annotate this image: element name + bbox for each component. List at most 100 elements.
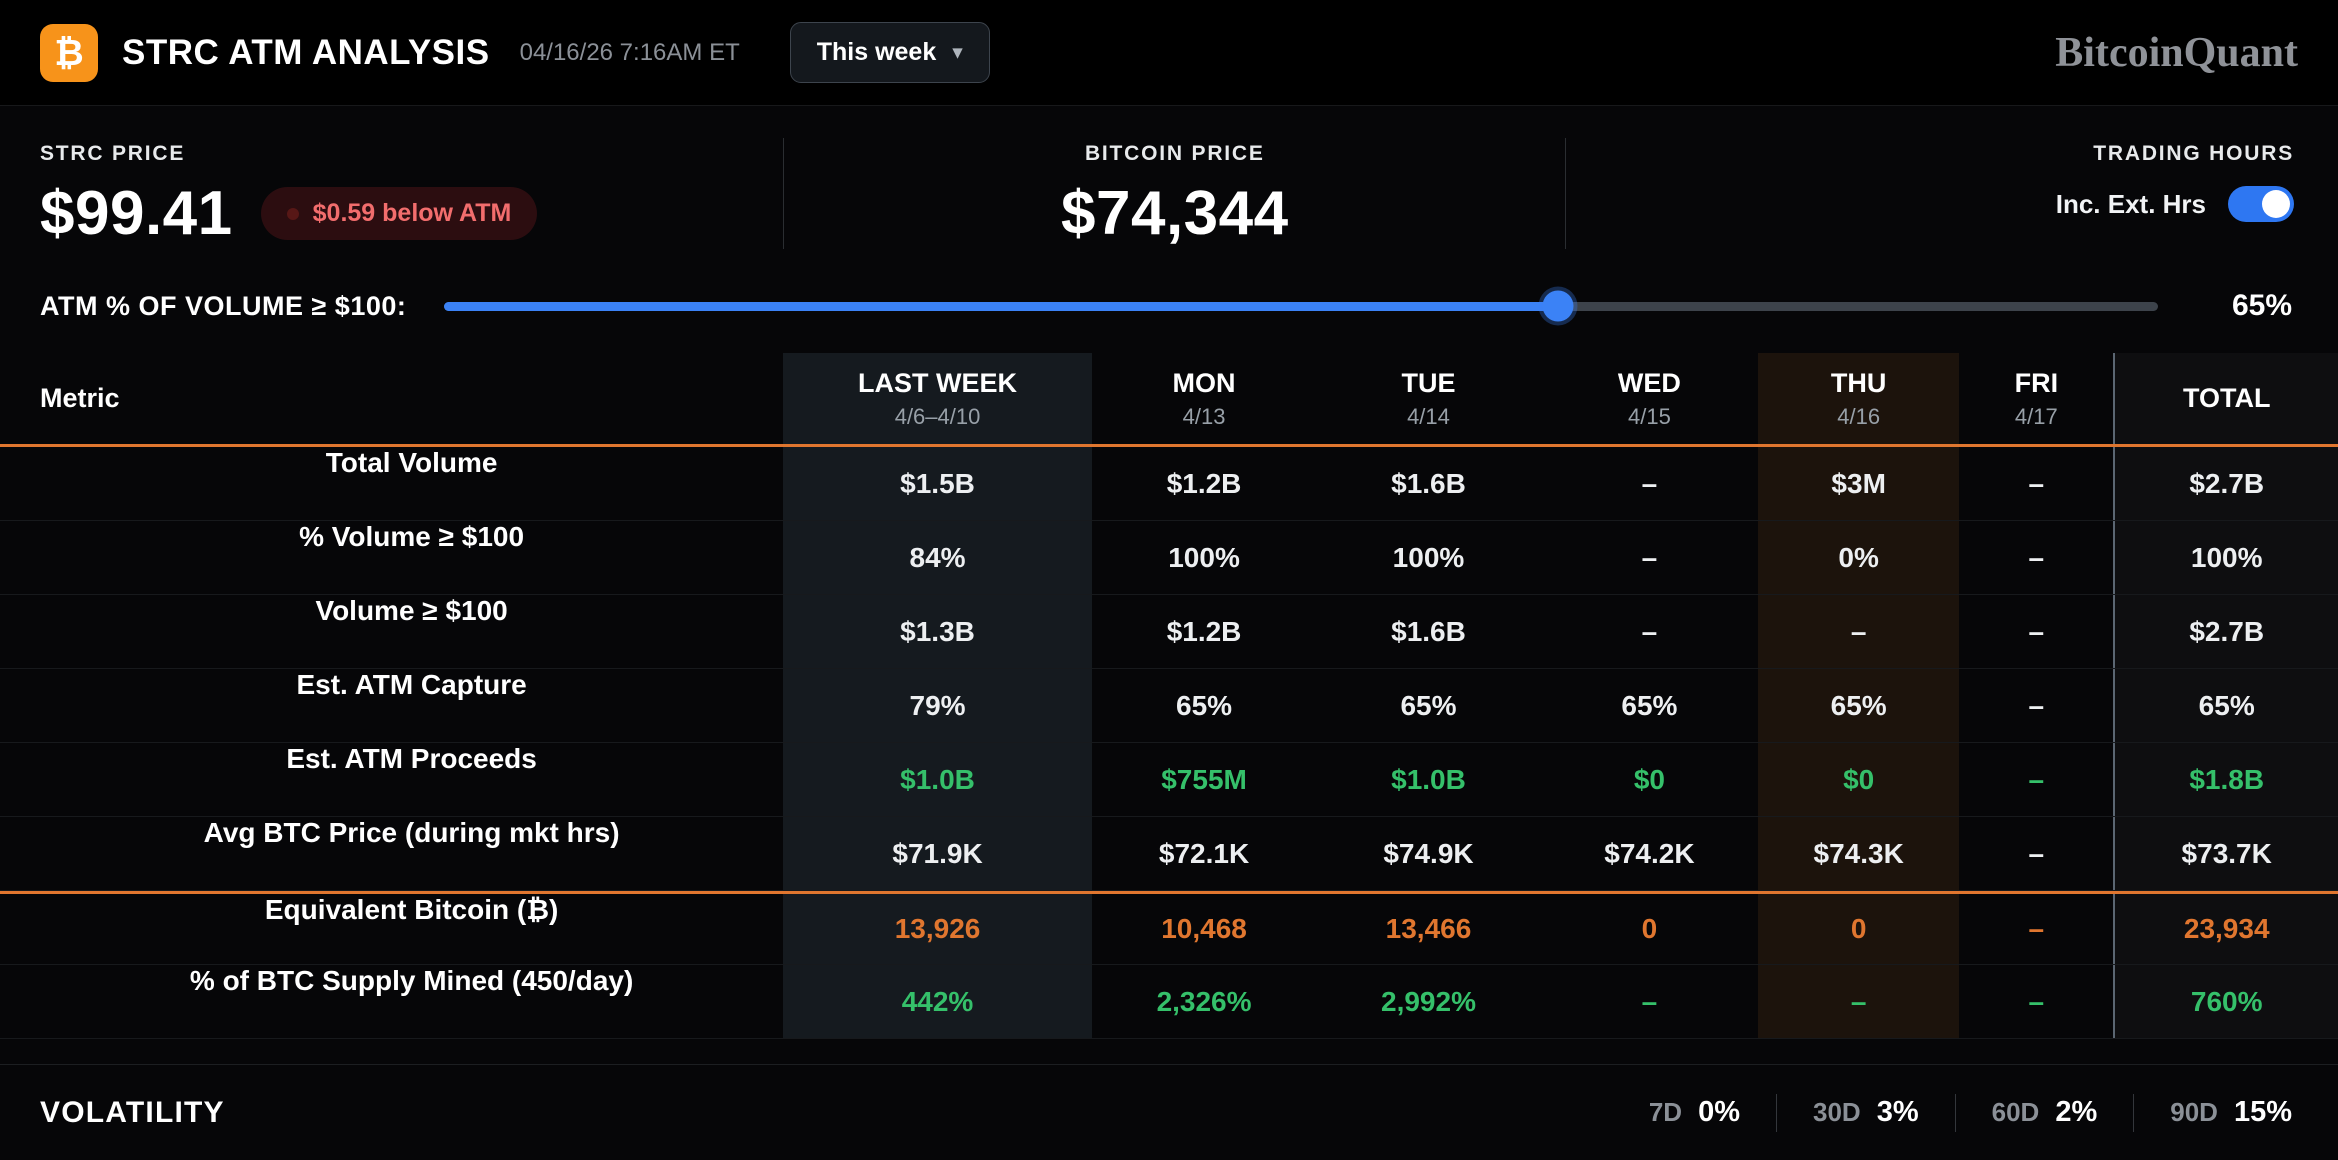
column-header: THU 4/16	[1758, 353, 1960, 444]
table-cell: –	[2028, 837, 2045, 869]
table-row: Total Volume $1.5B $1.2B $1.6B – $3M – $2.7B	[0, 447, 2338, 521]
top-bar: ₿ STRC ATM ANALYSIS 04/16/26 7:16AM ET T…	[0, 0, 2338, 106]
table-cell: $1.8B	[2113, 743, 2337, 816]
column-header-label: TUE	[1401, 367, 1456, 398]
column-header-label: FRI	[2014, 367, 2059, 398]
table-cell: 13,926	[783, 894, 1092, 964]
table-cell: $2.7B	[2113, 447, 2337, 520]
table-row: Est. ATM Capture 79% 65% 65% 65% 65% – 65%	[0, 669, 2338, 743]
volatility-item: 60D 2%	[1956, 1096, 2134, 1129]
period-selector-dropdown[interactable]: This week ▾	[789, 22, 990, 83]
table-cell: 2,326%	[1156, 985, 1252, 1017]
bitcoin-price-value: $74,344	[1061, 179, 1289, 248]
volatility-bar: VOLATILITY 7D 0% 30D 3% 60D 2% 90D 15%	[0, 1064, 2338, 1160]
column-header-dates: 4/15	[1628, 403, 1671, 429]
table-cell: $1.5B	[783, 447, 1092, 520]
metric-label: Total Volume	[325, 447, 498, 478]
table-cell: $1.2B	[1166, 615, 1242, 647]
table-cell: 0%	[1758, 521, 1960, 594]
below-atm-badge-text: $0.59 below ATM	[312, 199, 512, 227]
table-row: Est. ATM Proceeds $1.0B $755M $1.0B $0 $0 – $1.…	[0, 743, 2338, 817]
table-cell: 0	[1641, 913, 1658, 944]
column-header-label: WED	[1617, 367, 1681, 398]
table-cell: $755M	[1161, 763, 1247, 795]
column-header: LAST WEEK 4/6–4/10	[783, 353, 1092, 444]
table-cell: –	[2028, 689, 2045, 721]
table-cell: –	[1641, 615, 1658, 647]
volatility-item: 7D 0%	[1613, 1096, 1776, 1129]
chevron-down-icon: ▾	[952, 41, 963, 64]
table-cell: $74.9K	[1383, 837, 1474, 869]
ext-hours-toggle[interactable]	[2228, 186, 2294, 222]
strc-price-section: STRC PRICE $99.41 $0.59 below ATM	[0, 138, 783, 249]
table-cell: –	[1641, 541, 1658, 573]
metric-label: Avg BTC Price (during mkt hrs)	[203, 817, 620, 848]
volatility-value: 15%	[2233, 1096, 2292, 1128]
atm-volume-slider-value: 65%	[2231, 289, 2292, 322]
table-cell: 0	[1758, 894, 1960, 964]
column-header-label: THU	[1830, 367, 1887, 398]
bitcoin-price-section: BITCOIN PRICE $74,344	[783, 138, 1567, 249]
table-cell: 13,466	[1385, 913, 1472, 944]
brand-logo: BitcoinQuant	[2055, 29, 2298, 76]
column-header: MON 4/13	[1092, 353, 1316, 444]
table-row: Avg BTC Price (during mkt hrs) $71.9K $72.…	[0, 817, 2338, 891]
table-cell: 2,992%	[1381, 985, 1476, 1017]
table-row: Equivalent Bitcoin (₿) 13,926 10,468 13,466…	[0, 891, 2338, 965]
column-header-metric: Metric	[0, 353, 783, 444]
table-row: % Volume ≥ $100 84% 100% 100% – 0% – 100%	[0, 521, 2338, 595]
table-cell: –	[1758, 965, 1960, 1038]
divider	[2133, 1093, 2135, 1132]
table-row: % of BTC Supply Mined (450/day) 442% 2,326…	[0, 965, 2338, 1039]
volatility-label: VOLATILITY	[40, 1095, 225, 1129]
column-header-label: LAST WEEK	[858, 367, 1018, 398]
metrics-table: Metric LAST WEEK 4/6–4/10 MON 4/13 TUE 4/14 WED…	[0, 353, 2338, 1039]
bitcoin-price-label: BITCOIN PRICE	[1084, 142, 1265, 165]
volatility-period: 60D	[1991, 1097, 2040, 1127]
table-cell: $71.9K	[783, 817, 1092, 890]
table-cell: –	[2028, 467, 2045, 499]
table-cell: –	[1641, 985, 1658, 1017]
metric-label: Equivalent Bitcoin (₿)	[264, 894, 559, 925]
column-header-dates: 4/14	[1407, 403, 1450, 429]
table-cell: 65%	[1176, 689, 1233, 721]
table-cell: 84%	[783, 521, 1092, 594]
table-cell: –	[2028, 913, 2045, 944]
metric-label: % of BTC Supply Mined (450/day)	[189, 965, 634, 996]
table-cell: –	[1641, 467, 1658, 499]
column-header-label: MON	[1172, 367, 1236, 398]
table-cell: 100%	[1168, 541, 1240, 573]
page-title: STRC ATM ANALYSIS	[122, 32, 490, 72]
toggle-knob	[2262, 190, 2290, 218]
metric-label: % Volume ≥ $100	[299, 521, 525, 552]
timestamp: 04/16/26 7:16AM ET	[519, 38, 740, 66]
divider	[1954, 1093, 1956, 1132]
metric-label: Est. ATM Proceeds	[286, 743, 537, 774]
bitcoin-logo-icon: ₿	[40, 23, 98, 82]
atm-volume-slider-track[interactable]	[444, 290, 2158, 322]
table-cell: –	[2028, 763, 2045, 795]
atm-volume-slider-row: ATM % OF VOLUME ≥ $100: 65%	[0, 283, 2338, 353]
column-header: FRI 4/17	[1959, 353, 2113, 444]
table-cell: $1.3B	[783, 595, 1092, 668]
column-header-label: Metric	[40, 383, 120, 413]
trading-hours-section: TRADING HOURS Inc. Ext. Hrs	[1566, 138, 2338, 249]
divider	[1776, 1093, 1777, 1132]
table-cell: $2.7B	[2113, 595, 2337, 668]
column-header-dates: 4/17	[2014, 403, 2058, 429]
volatility-period: 30D	[1813, 1097, 1861, 1127]
table-cell: 65%	[1758, 669, 1960, 742]
atm-volume-slider-handle[interactable]	[1542, 290, 1574, 322]
volatility-item: 90D 15%	[2134, 1096, 2292, 1129]
slider-fill	[444, 301, 1559, 311]
table-cell: $1.6B	[1391, 615, 1466, 647]
prices-strip: STRC PRICE $99.41 $0.59 below ATM BITCOI…	[0, 106, 2338, 283]
table-cell: –	[2028, 615, 2045, 647]
table-cell: $0	[1633, 763, 1665, 795]
table-cell: $3M	[1758, 447, 1960, 520]
table-cell: –	[2028, 985, 2045, 1017]
table-cell: $74.2K	[1604, 837, 1695, 869]
table-cell: –	[1758, 595, 1960, 668]
trading-hours-label: TRADING HOURS	[2093, 142, 2294, 165]
